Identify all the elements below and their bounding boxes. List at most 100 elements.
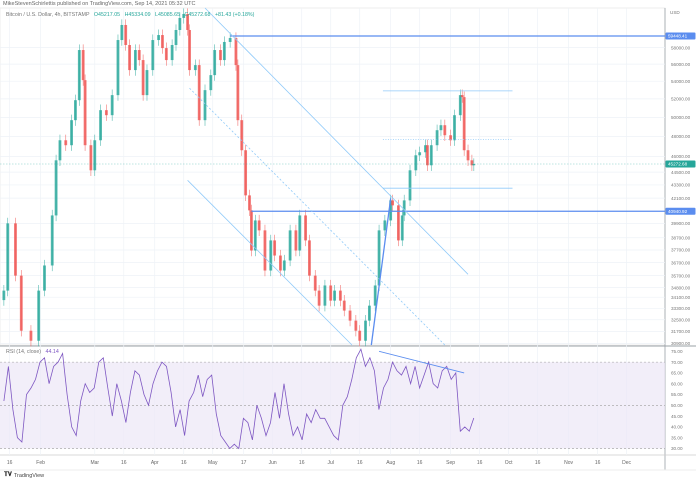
candle-up xyxy=(333,290,336,301)
candle-down xyxy=(236,65,240,121)
x-tick-label: 16 xyxy=(417,460,423,466)
candle-down xyxy=(141,60,145,96)
candle-up xyxy=(110,95,114,116)
candle-up xyxy=(99,110,102,141)
candle-down xyxy=(263,230,267,271)
trend-line-drawing xyxy=(204,7,469,275)
candle-down xyxy=(19,275,23,331)
candle-up xyxy=(383,220,387,231)
candle-down xyxy=(14,223,17,276)
candle-up xyxy=(400,215,404,241)
candle-up xyxy=(151,40,155,71)
candle-up xyxy=(116,40,120,96)
axes[interactable]: 16 Feb Mar 16 Apr 16 May 17 Jun 16 Jul 16 Aug 16 Sep 16… xyxy=(7,10,696,466)
candle-down xyxy=(137,50,141,61)
candle-down xyxy=(460,95,464,98)
candle-down xyxy=(188,29,191,71)
y-tick-label: 46000.00 xyxy=(671,154,691,159)
candle-down xyxy=(89,145,93,171)
y-tick-label: 54000.00 xyxy=(671,79,691,84)
candle-up xyxy=(174,29,178,46)
currency-label: USD xyxy=(670,10,680,15)
drawings[interactable] xyxy=(0,7,665,374)
x-tick-label: Jul xyxy=(328,460,334,466)
y-tick-label: 44500.00 xyxy=(671,170,691,175)
x-tick-label: Dec xyxy=(622,460,631,466)
y-tick-label: 32500.00 xyxy=(671,317,691,322)
candle-down xyxy=(449,135,453,141)
candle-down xyxy=(197,65,201,121)
y-tick-label: 58000.00 xyxy=(671,45,691,50)
candle-down xyxy=(358,330,362,341)
candle-up xyxy=(269,240,273,271)
candle-up xyxy=(74,100,77,121)
rsi-pane[interactable] xyxy=(0,348,665,450)
y-tick-label: 35700.00 xyxy=(671,273,691,278)
y-tick-label: 30900.00 xyxy=(671,341,691,346)
trend-line-drawing xyxy=(189,87,446,346)
price-label-level xyxy=(665,32,696,40)
candle-down xyxy=(317,290,321,306)
candle-up xyxy=(145,70,149,96)
candle-up xyxy=(54,160,58,216)
candle-up xyxy=(389,200,393,221)
price-chart[interactable]: 16 Feb Mar 16 Apr 16 May 17 Jun 16 Jul 16 Aug 16 Sep 16… xyxy=(0,0,696,472)
x-tick-label: 16 xyxy=(477,460,483,466)
candle-up xyxy=(6,223,10,291)
x-tick-label: Nov xyxy=(564,460,573,466)
candle-up xyxy=(367,305,371,321)
symbol-title: Bitcoin / U.S. Dollar, 4h, BITSTAMP xyxy=(6,12,90,18)
x-tick-label: Oct xyxy=(505,460,513,466)
rsi-y-tick-label: 35.00 xyxy=(671,435,683,440)
published-info: MikeStevenSchirlettis published on Tradi… xyxy=(3,1,196,7)
candle-up xyxy=(133,50,137,71)
candle-up xyxy=(282,260,286,271)
candle-down xyxy=(240,120,244,151)
y-tick-label: 36700.00 xyxy=(671,260,691,265)
candle-up xyxy=(323,285,327,306)
symbol-legend: Bitcoin / U.S. Dollar, 4h, BITSTAMP O452… xyxy=(6,12,254,18)
ohlc-high: H45334.09 xyxy=(124,12,151,18)
candle-down xyxy=(29,330,33,341)
candle-down xyxy=(248,195,251,211)
candle-down xyxy=(462,97,466,151)
x-tick-label: 16 xyxy=(7,460,13,466)
candle-up xyxy=(170,45,174,61)
price-label-text: 40940.92 xyxy=(668,209,688,214)
candle-down xyxy=(81,50,85,81)
candle-up xyxy=(288,230,292,261)
rsi-line xyxy=(3,348,475,450)
x-tick-label: 16 xyxy=(535,460,541,466)
price-label-level xyxy=(665,207,696,215)
candle-up xyxy=(377,230,381,286)
candle-up xyxy=(2,290,6,301)
y-tick-label: 33300.00 xyxy=(671,306,691,311)
rsi-trend-line-drawing xyxy=(378,350,465,374)
rsi-y-tick-label: 55.00 xyxy=(671,392,683,397)
candle-down xyxy=(128,45,131,71)
ohlc-change: +81.43 (+0.18%) xyxy=(214,12,255,18)
y-tick-label: 34100.00 xyxy=(671,295,691,300)
x-tick-label: 16 xyxy=(181,460,187,466)
x-tick-label: 17 xyxy=(241,460,247,466)
candle-up xyxy=(414,155,418,171)
candle-up xyxy=(453,115,456,141)
y-tick-label: 50000.00 xyxy=(671,115,691,120)
x-tick-label: Feb xyxy=(36,460,45,466)
trend-line-drawing xyxy=(370,198,392,346)
x-tick-label: 16 xyxy=(121,460,127,466)
candle-up xyxy=(373,285,377,306)
y-tick-label: 48000.00 xyxy=(671,134,691,139)
ohlc-close: C45272.68 xyxy=(184,12,211,18)
candle-down xyxy=(234,37,238,66)
x-tick-label: 16 xyxy=(357,460,363,466)
x-tick-label: 16 xyxy=(595,460,601,466)
candle-up xyxy=(222,41,226,61)
candle-up xyxy=(418,152,422,156)
candle-down xyxy=(470,160,474,166)
candle-up xyxy=(424,145,427,153)
candle-up xyxy=(157,35,160,41)
candle-up xyxy=(203,90,207,121)
ohlc-low: L45085.65 xyxy=(155,12,181,18)
candle-up xyxy=(209,75,213,91)
